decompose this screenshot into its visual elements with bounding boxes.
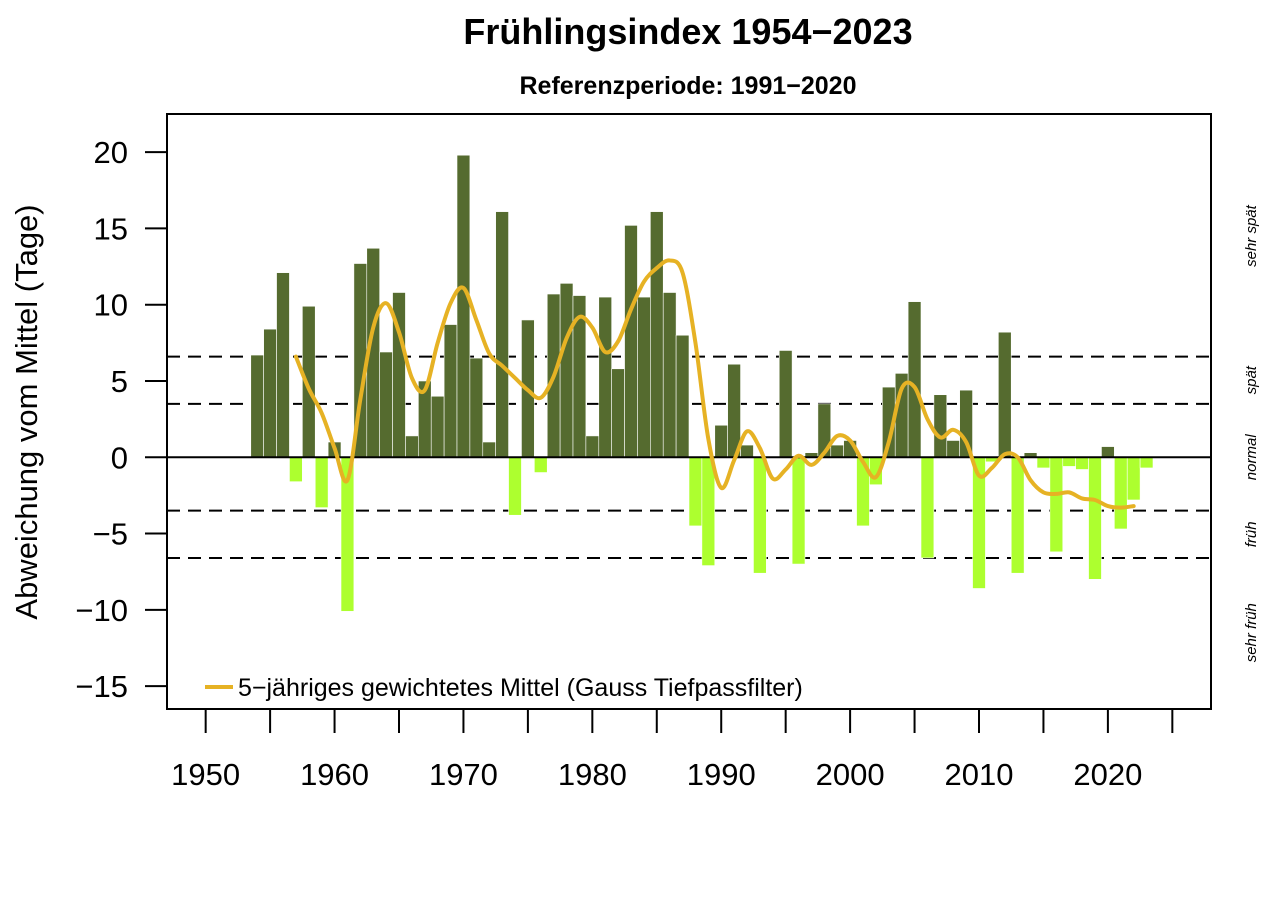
bar-1956	[276, 272, 290, 458]
bar-1988	[688, 456, 703, 527]
chart-title: Frühlingsindex 1954−2023	[463, 11, 912, 52]
bar-2015	[1036, 456, 1051, 469]
bar-1968	[430, 395, 445, 458]
bar-1976	[534, 456, 548, 473]
bar-1995	[778, 350, 793, 458]
bar-2007	[933, 394, 948, 458]
bar-2020	[1101, 446, 1115, 458]
plot-box	[166, 113, 1212, 710]
bar-1990	[714, 424, 728, 458]
bar-1980	[585, 435, 600, 458]
x-tick-label: 2010	[945, 757, 1014, 792]
y-tick-label: −5	[93, 517, 128, 552]
bar-1957	[289, 456, 303, 482]
bar-1972	[482, 441, 496, 458]
x-tick-label: 2000	[816, 757, 885, 792]
x-axis: 1950 1960 1970 1980 1990 2000 2010 2020	[171, 709, 1174, 792]
bars	[250, 154, 1154, 612]
y-tick-label: 15	[94, 211, 128, 246]
bar-1999	[830, 444, 844, 458]
bar-2021	[1114, 456, 1128, 530]
bar-2013	[1010, 456, 1025, 574]
bar-1970	[456, 154, 471, 458]
bar-1964	[379, 351, 393, 458]
bar-1996	[791, 456, 806, 565]
y-tick-label: 20	[94, 135, 128, 170]
bar-1986	[662, 292, 677, 458]
bar-1981	[598, 296, 612, 458]
bar-2008	[946, 440, 960, 458]
bar-2016	[1049, 456, 1064, 553]
category-label: sehr spät	[1243, 204, 1260, 267]
y-axis-label: Abweichung vom Mittel (Tage)	[9, 204, 44, 619]
y-tick-label: −10	[75, 593, 128, 628]
legend-label: 5−jähriges gewichtetes Mittel (Gauss Tie…	[238, 674, 803, 702]
bar-2009	[959, 389, 973, 458]
bar-1955	[263, 328, 277, 458]
bar-1993	[753, 456, 767, 574]
x-tick-label: 1990	[687, 757, 756, 792]
bar-1973	[495, 211, 509, 458]
y-tick-label: 10	[94, 288, 128, 323]
bar-1989	[701, 456, 716, 566]
bar-2005	[907, 301, 922, 458]
bar-2019	[1088, 456, 1102, 580]
bar-1982	[611, 368, 625, 458]
bar-1969	[443, 324, 458, 458]
bar-1987	[675, 334, 690, 458]
category-label: sehr früh	[1243, 603, 1260, 662]
smoothed-line-group	[293, 258, 1136, 510]
y-tick-label: −15	[75, 669, 128, 704]
bar-2018	[1075, 456, 1089, 470]
x-tick-label: 1980	[558, 757, 627, 792]
bar-1978	[559, 283, 574, 458]
category-label: normal	[1243, 434, 1260, 481]
y-tick-label: 0	[111, 440, 128, 475]
x-tick-label: 1960	[300, 757, 369, 792]
x-tick-label: 1950	[171, 757, 240, 792]
bar-2006	[920, 456, 935, 559]
legend: 5−jähriges gewichtetes Mittel (Gauss Tie…	[205, 674, 803, 702]
category-label: früh	[1243, 521, 1260, 547]
bar-2023	[1139, 456, 1154, 469]
x-tick-label: 2020	[1073, 757, 1142, 792]
bar-1966	[405, 435, 419, 458]
category-label: spät	[1243, 365, 1260, 394]
bar-2017	[1062, 456, 1076, 467]
category-labels: sehr spät spät normal früh sehr früh	[1243, 204, 1260, 662]
bar-1974	[508, 456, 522, 516]
bar-2022	[1126, 456, 1141, 501]
bar-1954	[250, 354, 264, 458]
x-tick-label: 1970	[429, 757, 498, 792]
chart-subtitle: Referenzperiode: 1991−2020	[520, 72, 857, 100]
bar-1984	[637, 296, 651, 458]
bar-1985	[650, 211, 664, 458]
plot-frame	[166, 113, 1212, 710]
bar-2012	[998, 331, 1012, 458]
smoothed-line	[293, 258, 1136, 510]
bar-1992	[740, 444, 754, 458]
y-tick-label: 5	[111, 364, 128, 399]
bar-1983	[624, 225, 638, 458]
bar-1959	[314, 456, 329, 508]
bar-1971	[469, 357, 484, 458]
y-axis: 20 15 10 5 0 −5 −10 −15	[75, 135, 167, 704]
